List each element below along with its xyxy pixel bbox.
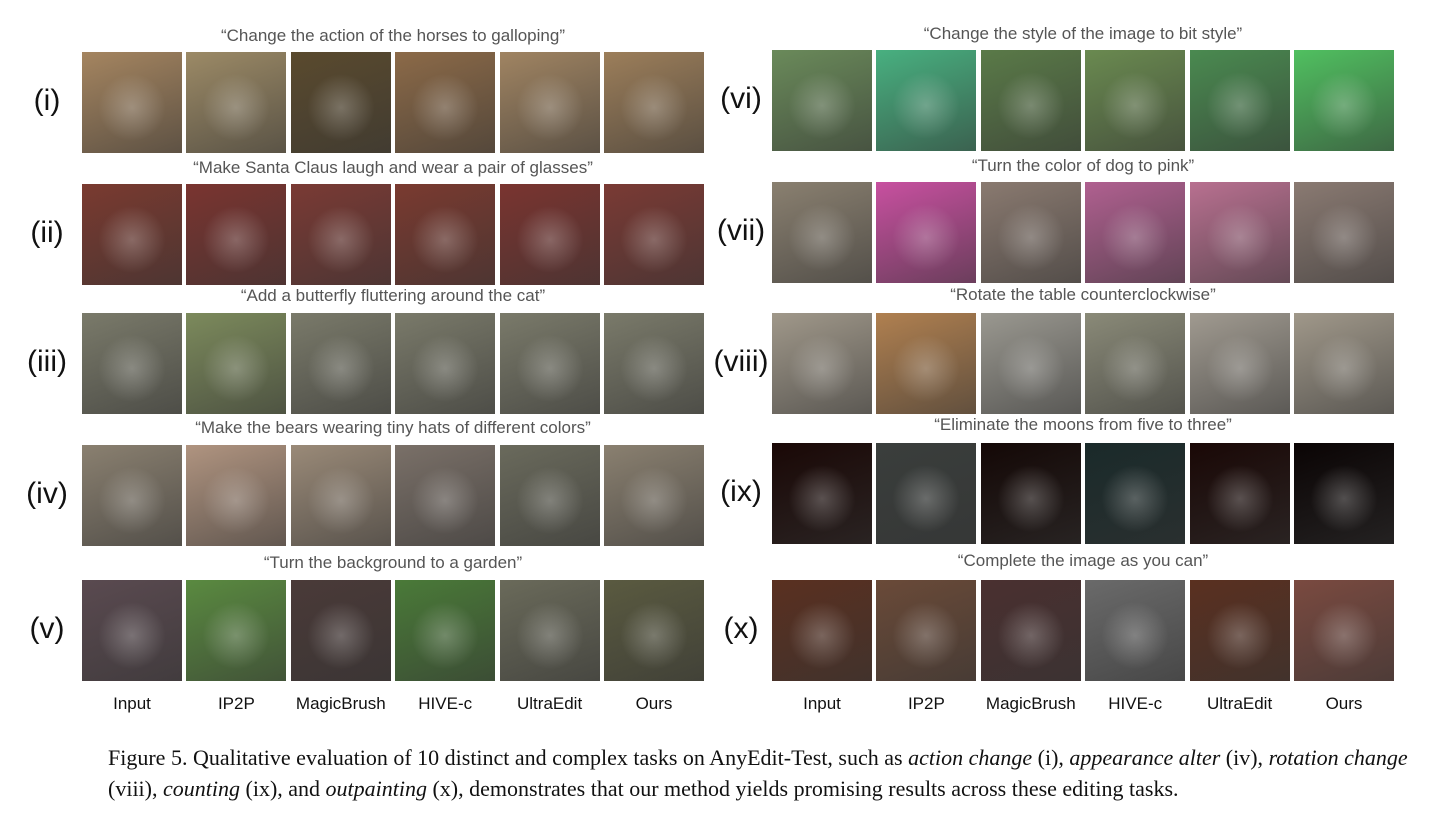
column-label: MagicBrush <box>295 694 386 713</box>
result-image <box>82 52 182 153</box>
row-label: (vii) <box>716 214 766 247</box>
column-label: IP2P <box>217 694 255 713</box>
row-label: (v) <box>29 612 65 645</box>
row-label: (i) <box>33 84 61 117</box>
prompt-text: “Turn the color of dog to pink” <box>971 156 1195 175</box>
prompt-text: “Eliminate the moons from five to three” <box>934 415 1232 434</box>
result-image <box>395 313 496 414</box>
result-image <box>1085 580 1186 681</box>
result-image <box>395 445 496 546</box>
result-image <box>1085 182 1186 283</box>
column-label: HIVE-c <box>418 694 473 713</box>
result-image <box>980 580 1081 681</box>
result-image <box>604 313 704 414</box>
result-image <box>980 313 1081 414</box>
column-label: Ours <box>1325 694 1363 713</box>
result-image <box>876 182 977 283</box>
result-image <box>290 313 391 414</box>
result-image <box>395 52 496 153</box>
row-label: (x) <box>723 612 759 645</box>
result-image <box>876 443 977 544</box>
prompt-text: “Change the action of the horses to gall… <box>220 26 565 45</box>
result-image <box>1294 443 1394 544</box>
result-image <box>186 313 287 414</box>
result-image <box>395 580 496 681</box>
result-image <box>82 445 182 546</box>
result-image <box>772 443 872 544</box>
result-image <box>499 313 600 414</box>
result-image <box>186 580 287 681</box>
result-image <box>1085 443 1186 544</box>
result-image <box>1294 50 1394 151</box>
figure-caption: Figure 5. Qualitative evaluation of 10 d… <box>108 745 1408 801</box>
result-image <box>1189 50 1290 151</box>
column-label: Ours <box>635 694 673 713</box>
result-image <box>980 182 1081 283</box>
result-image <box>499 445 600 546</box>
prompt-text: “Change the style of the image to bit st… <box>923 24 1243 43</box>
result-image <box>604 184 704 285</box>
prompt-text: “Make the bears wearing tiny hats of dif… <box>195 418 591 437</box>
result-image <box>1189 182 1290 283</box>
result-image <box>1085 313 1186 414</box>
result-image <box>499 580 600 681</box>
row-label: (ii) <box>30 216 64 249</box>
result-image <box>604 580 704 681</box>
row-label: (ix) <box>720 475 762 508</box>
prompt-text: “Turn the background to a garden” <box>263 553 523 572</box>
result-image <box>499 52 600 153</box>
result-image <box>290 580 391 681</box>
column-label: Input <box>803 694 841 713</box>
column-label: UltraEdit <box>1207 694 1273 713</box>
result-image <box>1189 313 1290 414</box>
prompt-text: “Complete the image as you can” <box>957 551 1209 570</box>
column-label: HIVE-c <box>1108 694 1163 713</box>
column-label: Input <box>113 694 151 713</box>
prompt-text: “Rotate the table counterclockwise” <box>950 285 1216 304</box>
row-label: (vi) <box>720 82 762 115</box>
row-label: (iv) <box>26 477 68 510</box>
result-image <box>82 184 182 285</box>
prompt-text: “Add a butterfly fluttering around the c… <box>240 286 546 305</box>
result-image <box>604 445 704 546</box>
result-image <box>82 580 182 681</box>
result-image <box>395 184 496 285</box>
row-label: (iii) <box>27 345 67 378</box>
result-image <box>772 313 872 414</box>
column-label: MagicBrush <box>985 694 1076 713</box>
prompt-text: “Make Santa Claus laugh and wear a pair … <box>193 158 593 177</box>
result-image <box>290 184 391 285</box>
result-image <box>980 50 1081 151</box>
result-image <box>186 52 287 153</box>
column-label: UltraEdit <box>517 694 583 713</box>
result-image <box>1189 443 1290 544</box>
result-image <box>186 445 287 546</box>
result-image <box>876 50 977 151</box>
result-image <box>1189 580 1290 681</box>
result-image <box>876 313 977 414</box>
row-label: (viii) <box>713 345 769 378</box>
result-image <box>1085 50 1186 151</box>
result-image <box>1294 182 1394 283</box>
result-image <box>876 580 977 681</box>
result-image <box>290 445 391 546</box>
result-image <box>82 313 182 414</box>
result-image <box>772 50 872 151</box>
result-image <box>604 52 704 153</box>
result-image <box>186 184 287 285</box>
result-image <box>290 52 391 153</box>
column-label: IP2P <box>907 694 945 713</box>
result-image <box>1294 313 1394 414</box>
result-image <box>1294 580 1394 681</box>
result-image <box>772 580 872 681</box>
result-image <box>772 182 872 283</box>
result-image <box>499 184 600 285</box>
result-image <box>980 443 1081 544</box>
